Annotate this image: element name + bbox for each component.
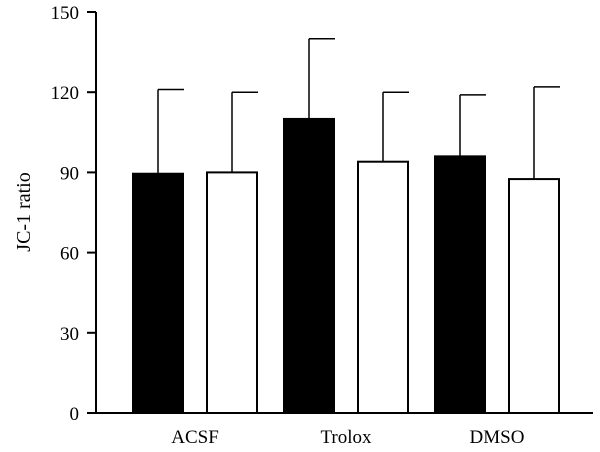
bar [508,178,560,414]
y-tick-label: 150 [51,3,80,24]
y-axis-title: JC-1 ratio [13,172,35,251]
bars-layer [132,117,560,415]
error-bars-layer [157,37,560,180]
bar [357,160,409,414]
x-category-labels: ACSF Trolox DMSO [171,427,524,448]
x-category-label: ACSF [171,427,219,448]
y-ticks: 0 30 60 90 120 150 [51,3,96,425]
y-tick-label: 60 [60,244,79,265]
bar [132,172,184,414]
y-tick-label: 0 [70,404,80,425]
y-tick-label: 120 [51,83,80,104]
y-tick-label: 30 [60,324,79,345]
bar [206,171,258,414]
bar [434,155,486,415]
bar [283,117,335,415]
x-category-label: DMSO [470,427,525,448]
x-category-label: Trolox [320,427,372,448]
y-tick-label: 90 [60,163,79,184]
